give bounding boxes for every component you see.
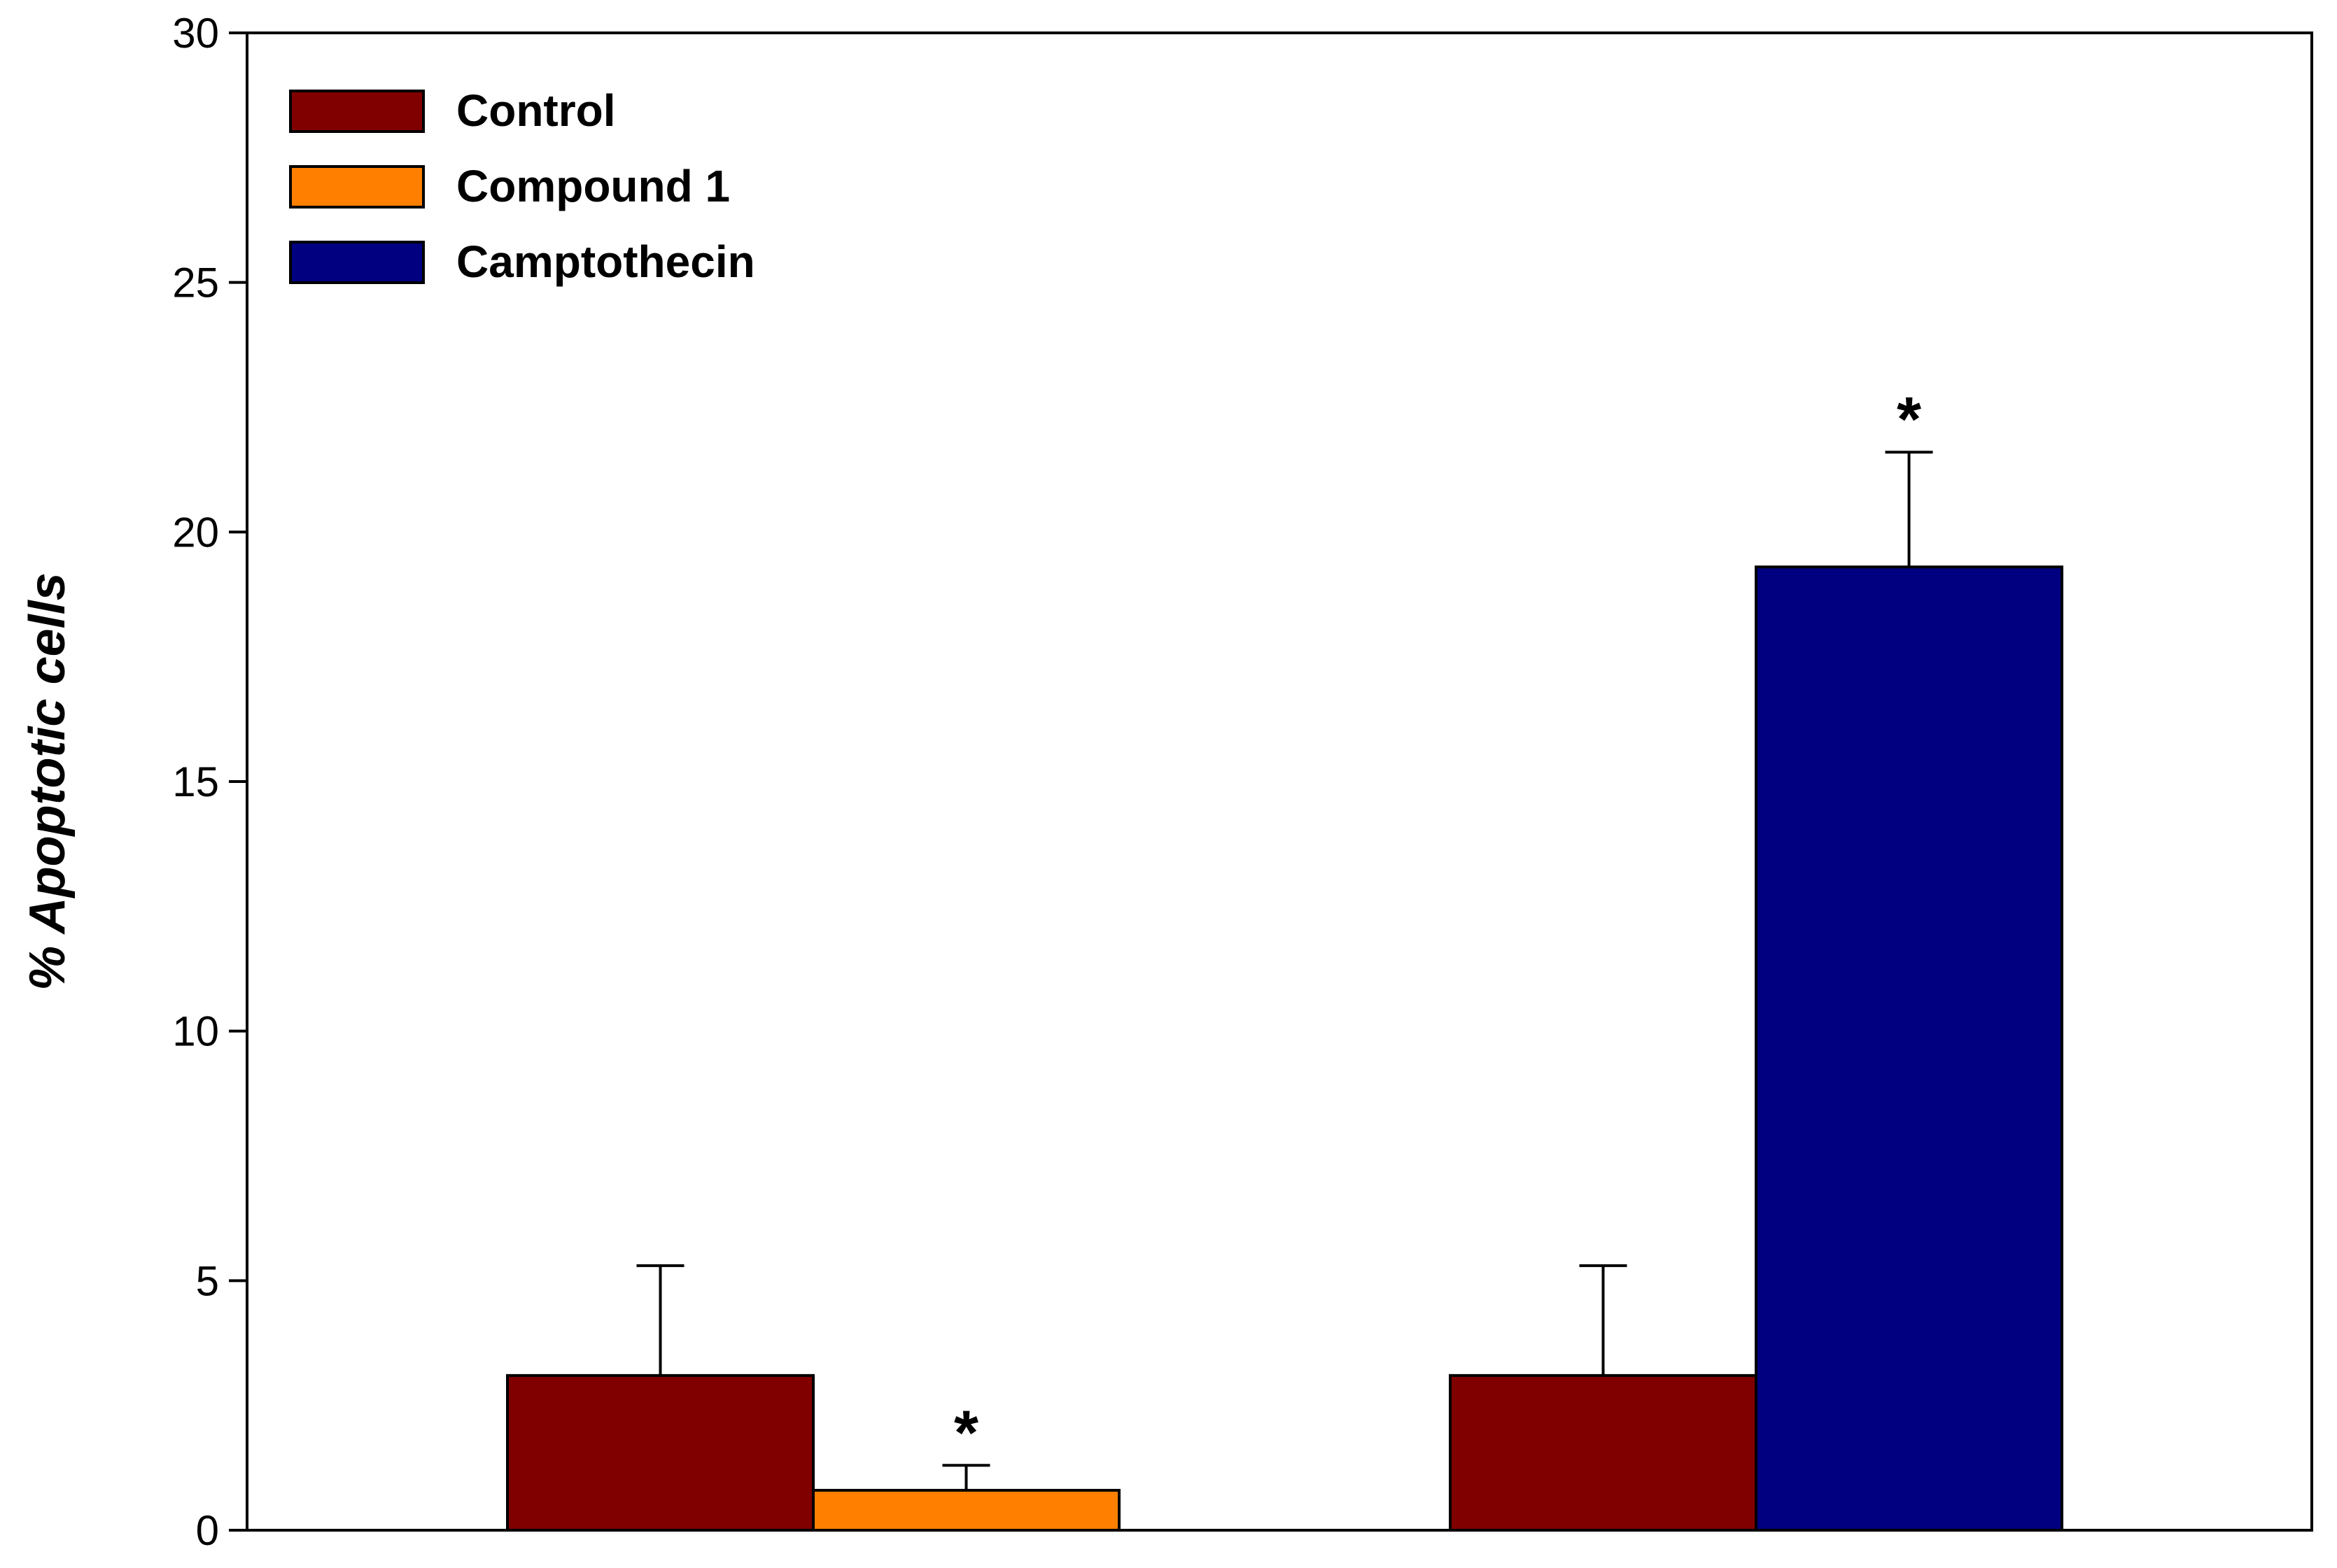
y-tick-label: 15 xyxy=(172,758,219,805)
y-tick-label: 5 xyxy=(196,1257,219,1304)
bars: ** xyxy=(506,385,2063,1532)
bar xyxy=(1755,565,2063,1532)
bar xyxy=(506,1373,815,1532)
legend-label: Compound 1 xyxy=(456,161,730,211)
legend-label: Camptothecin xyxy=(456,236,755,287)
significance-marker: * xyxy=(1897,385,1921,455)
y-tick-label: 25 xyxy=(172,260,219,306)
bar xyxy=(1449,1373,1757,1532)
bar xyxy=(812,1488,1121,1532)
significance-marker: * xyxy=(954,1398,978,1468)
y-tick-label: 10 xyxy=(172,1008,219,1055)
y-tick-label: 0 xyxy=(196,1507,219,1554)
legend-swatch xyxy=(289,241,425,284)
y-axis-label: % Apoptotic cells xyxy=(20,572,76,990)
legend-label: Control xyxy=(456,85,616,136)
y-axis: 0 5 10 15 20 25 30 xyxy=(172,10,247,1554)
legend: Control Compound 1 Camptothecin xyxy=(289,85,755,287)
legend-swatch xyxy=(289,90,425,133)
y-tick-label: 20 xyxy=(172,509,219,556)
legend-swatch xyxy=(289,165,425,209)
y-tick-label: 30 xyxy=(172,10,219,57)
